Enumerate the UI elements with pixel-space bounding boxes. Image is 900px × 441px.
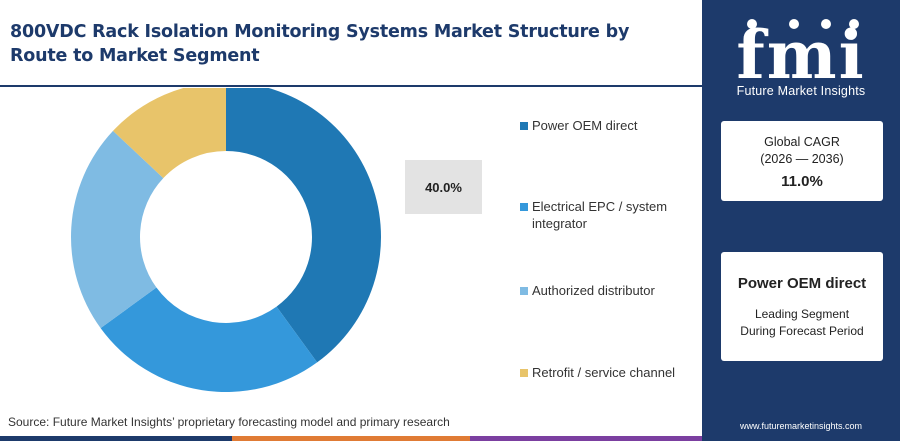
main-panel: 800VDC Rack Isolation Monitoring Systems…: [0, 22, 702, 441]
legend-item: Power OEM direct: [520, 117, 700, 134]
globe-icon: [747, 19, 757, 29]
chart-title: 800VDC Rack Isolation Monitoring Systems…: [10, 22, 630, 66]
source-note: Source: Future Market Insights’ propriet…: [8, 415, 450, 429]
legend-item: Retrofit / service channel: [520, 364, 700, 381]
leading-segment-desc: Leading Segment During Forecast Period: [721, 306, 883, 340]
sidebar: fmi Future Market Insights Global CAGR (…: [702, 0, 900, 441]
donut-slice-retrofit-service-channel: [113, 88, 226, 179]
legend-item: Electrical EPC / system integrator: [520, 198, 700, 232]
map-icon: [789, 19, 799, 29]
fmi-logo[interactable]: fmi: [702, 10, 900, 100]
accent-segment: [231, 436, 471, 441]
legend-swatch: [520, 203, 528, 211]
logo-letters: fmi: [736, 16, 865, 90]
legend-label: Authorized distributor: [532, 283, 655, 298]
legend-label: Electrical EPC / system integrator: [532, 199, 668, 231]
value-callout: 40.0%: [405, 160, 482, 214]
donut-chart: [70, 88, 381, 393]
segment-desc-line2: During Forecast Period: [740, 324, 864, 338]
donut-slice-power-oem-direct: [226, 88, 381, 363]
cagr-card: Global CAGR (2026 — 2036) 11.0%: [721, 121, 883, 201]
segment-desc-line1: Leading Segment: [754, 307, 850, 321]
bottom-accent-bar: [0, 436, 702, 441]
cagr-label: Global CAGR: [764, 135, 840, 149]
website-link[interactable]: www.futuremarketinsights.com: [739, 421, 863, 431]
leading-segment-card: Power OEM direct Leading Segment During …: [721, 252, 883, 361]
legend-swatch: [520, 287, 528, 295]
leading-segment-name: Power OEM direct: [737, 275, 867, 292]
donut-slice-electrical-epc-system-integrator: [100, 287, 318, 393]
legend-item: Authorized distributor: [520, 282, 700, 299]
accent-segment: [0, 436, 232, 441]
legend-label: Power OEM direct: [532, 118, 638, 133]
legend-swatch: [520, 369, 528, 377]
title-divider: [0, 85, 702, 87]
person-icon: [821, 19, 831, 29]
gear-icon: [849, 19, 859, 29]
accent-segment: [470, 436, 702, 441]
cagr-period: (2026 — 2036): [760, 152, 844, 166]
logo-wordmark: Future Market Insights: [736, 84, 866, 98]
cagr-value: 11.0%: [781, 173, 823, 190]
donut-slice-authorized-distributor: [70, 130, 164, 329]
legend-label: Retrofit / service channel: [532, 365, 676, 380]
legend-swatch: [520, 122, 528, 130]
